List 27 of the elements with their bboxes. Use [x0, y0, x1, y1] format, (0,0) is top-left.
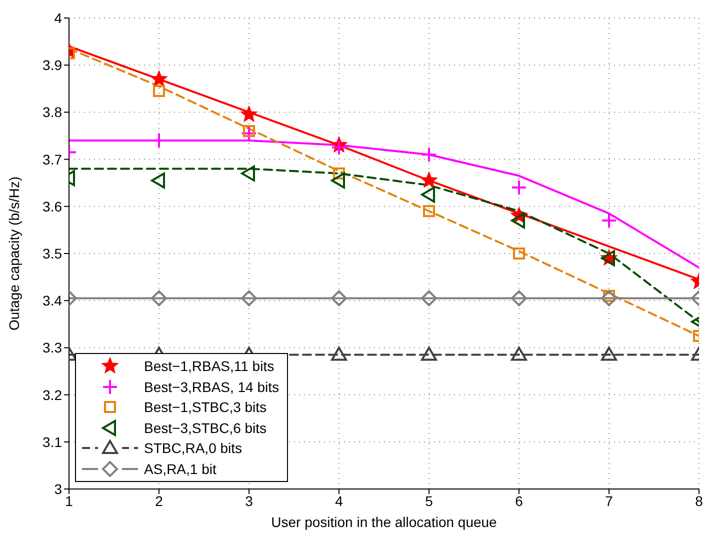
y-tick-label: 4	[54, 10, 62, 26]
y-tick-label: 3.2	[42, 386, 62, 403]
legend-label: STBC,RA,0 bits	[144, 440, 242, 456]
legend-label: AS,RA,1 bit	[144, 460, 216, 477]
y-tick-label: 3.8	[42, 104, 62, 120]
x-tick-label: 5	[425, 492, 434, 509]
legend-label: Best−3,RBAS, 14 bits	[144, 378, 280, 395]
y-tick-label: 3.9	[42, 57, 62, 74]
y-axis-title: Outage capacity (b/s/Hz)	[6, 176, 22, 331]
x-tick-label: 3	[245, 492, 254, 509]
x-tick-label: 6	[515, 492, 524, 509]
y-tick-label: 3.7	[42, 151, 62, 168]
y-tick-label: 3.1	[42, 434, 62, 450]
y-tick-label: 3.5	[42, 245, 62, 262]
x-tick-label: 8	[695, 492, 704, 509]
x-tick-label: 1	[65, 492, 74, 509]
y-tick-label: 3.6	[42, 198, 62, 214]
y-tick-label: 3.4	[42, 292, 62, 309]
x-axis-title: User position in the allocation queue	[271, 514, 498, 530]
y-tick-label: 3	[54, 480, 62, 497]
legend-label: Best−1,RBAS,11 bits	[144, 358, 274, 374]
legend-label: Best−3,STBC,6 bits	[144, 420, 267, 436]
x-tick-label: 7	[605, 492, 614, 509]
x-tick-label: 4	[335, 492, 344, 509]
legend-label: Best−1,STBC,3 bits	[144, 399, 267, 416]
y-tick-label: 3.3	[42, 340, 62, 356]
x-tick-label: 2	[155, 492, 164, 509]
